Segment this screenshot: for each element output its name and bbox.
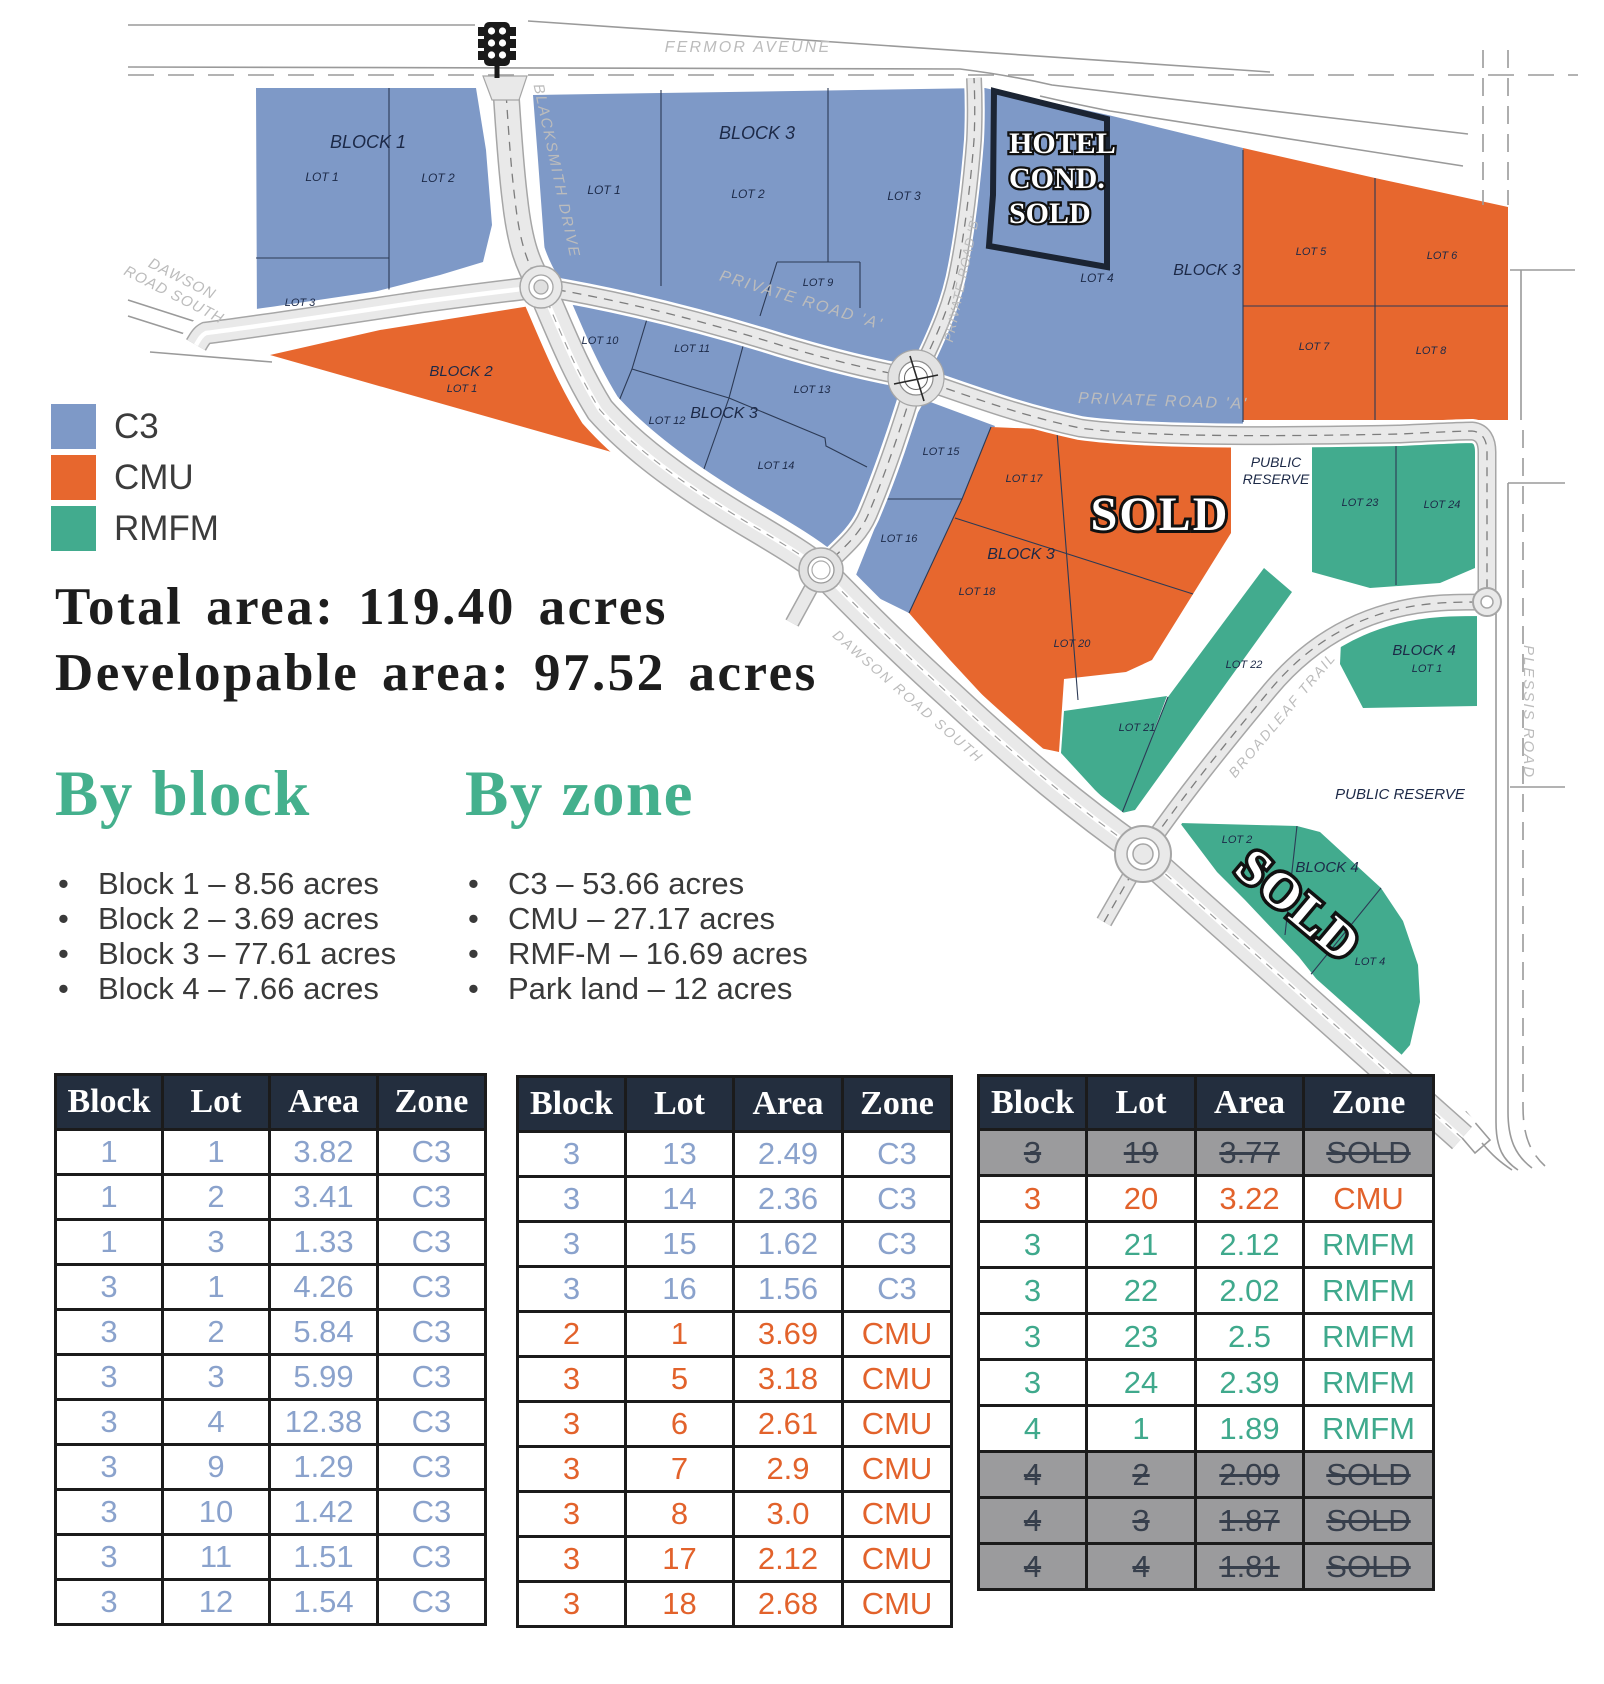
svg-text:LOT 1: LOT 1 [305,170,338,184]
svg-text:LOT 7: LOT 7 [1299,341,1330,353]
svg-text:LOT 3: LOT 3 [285,297,316,309]
svg-text:COND.: COND. [1009,162,1105,195]
svg-text:LOT 11: LOT 11 [674,343,710,355]
svg-text:SOLD: SOLD [1009,197,1091,230]
svg-text:LOT 18: LOT 18 [959,586,997,598]
svg-text:LOT 15: LOT 15 [923,446,961,458]
svg-text:BLOCK 3: BLOCK 3 [690,405,758,422]
svg-text:BLOCK 3: BLOCK 3 [987,546,1055,563]
svg-text:BLOCK 4: BLOCK 4 [1295,859,1358,876]
svg-text:LOT 12: LOT 12 [649,415,686,427]
svg-text:LOT 22: LOT 22 [1226,659,1263,671]
svg-text:LOT 4: LOT 4 [1080,271,1114,285]
svg-text:LOT 21: LOT 21 [1119,722,1156,734]
svg-text:BLOCK 1: BLOCK 1 [330,132,406,152]
svg-text:LOT 2: LOT 2 [731,187,765,201]
svg-text:PLESSIS ROAD: PLESSIS ROAD [1520,645,1537,779]
svg-text:LOT 4: LOT 4 [1355,956,1386,968]
svg-text:LOT 5: LOT 5 [1296,246,1327,258]
svg-text:SOLD: SOLD [1091,488,1230,541]
svg-text:LOT 2: LOT 2 [421,171,455,185]
svg-text:BLOCK 2: BLOCK 2 [429,363,493,380]
svg-text:LOT 20: LOT 20 [1054,638,1092,650]
svg-text:BLOCK 3: BLOCK 3 [719,123,795,143]
svg-text:RESERVE: RESERVE [1243,471,1310,487]
svg-text:LOT 1: LOT 1 [447,383,478,395]
svg-text:LOT 2: LOT 2 [1222,834,1253,846]
svg-text:LOT 3: LOT 3 [887,189,921,203]
svg-text:FERMOR AVEUNE: FERMOR AVEUNE [665,39,832,56]
svg-text:LOT 23: LOT 23 [1342,497,1380,509]
svg-text:LOT 14: LOT 14 [758,460,795,472]
svg-text:HOTEL: HOTEL [1009,127,1116,160]
svg-text:LOT 10: LOT 10 [582,335,620,347]
svg-text:LOT 6: LOT 6 [1427,250,1458,262]
svg-text:LOT 24: LOT 24 [1424,499,1461,511]
svg-text:BLOCK 4: BLOCK 4 [1392,642,1455,659]
svg-text:BLOCK 3: BLOCK 3 [1173,262,1241,279]
svg-text:LOT 17: LOT 17 [1006,473,1044,485]
svg-text:LOT 8: LOT 8 [1416,345,1447,357]
svg-text:LOT 9: LOT 9 [803,277,834,289]
svg-text:PUBLIC RESERVE: PUBLIC RESERVE [1335,786,1466,803]
svg-text:LOT 13: LOT 13 [794,384,832,396]
svg-text:LOT 1: LOT 1 [587,183,620,197]
svg-text:PUBLIC: PUBLIC [1251,454,1302,470]
svg-text:PRIVATE ROAD 'A': PRIVATE ROAD 'A' [1078,390,1249,413]
svg-text:LOT 1: LOT 1 [1412,663,1443,675]
svg-text:LOT 16: LOT 16 [881,533,919,545]
